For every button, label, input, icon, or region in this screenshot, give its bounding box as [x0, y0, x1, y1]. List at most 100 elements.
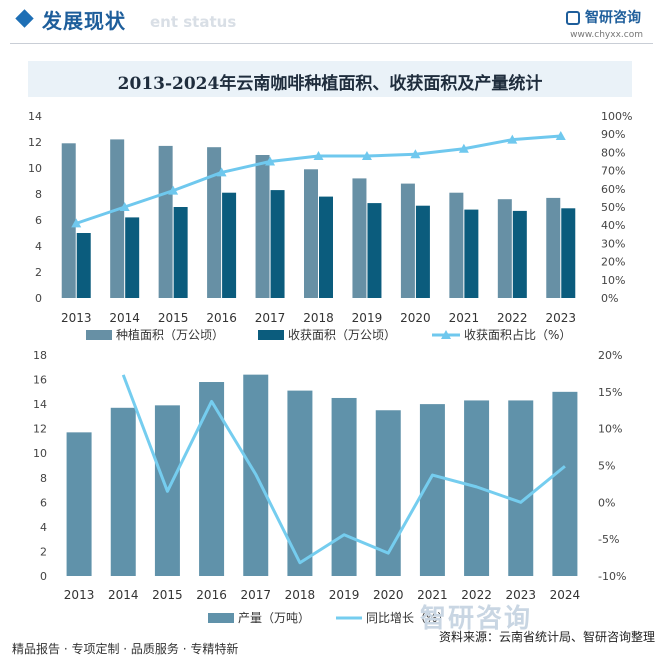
- y-right-tick: 50%: [601, 201, 625, 214]
- harvest-bar: [415, 205, 430, 298]
- planting-bar: [449, 192, 464, 298]
- harvest-bar: [173, 207, 188, 298]
- section-header: ent status 发展现状 智研咨询 www.chyxx.com: [0, 0, 663, 44]
- harvest-bar: [270, 190, 285, 298]
- planting-bar: [61, 143, 76, 298]
- brand-url: www.chyxx.com: [570, 30, 643, 40]
- ratio-marker: [361, 151, 372, 161]
- x-tick: 2015: [152, 588, 183, 602]
- ratio-marker: [458, 143, 469, 153]
- y-right-tick: 60%: [601, 183, 625, 196]
- y-left-tick: 14: [28, 110, 42, 123]
- x-tick: 2013: [61, 311, 92, 325]
- planting-bar: [158, 145, 173, 298]
- y-right-tick: 0%: [601, 292, 618, 305]
- production-bar: [66, 432, 92, 576]
- growth-line: [121, 374, 566, 565]
- ratio-marker: [265, 156, 276, 166]
- ratio-line: [75, 134, 561, 225]
- x-tick: 2017: [255, 311, 286, 325]
- y-right-tick: 90%: [601, 128, 625, 141]
- watermark-logo: 智研咨询: [420, 604, 533, 634]
- legend-swatch-production: [208, 613, 234, 623]
- production-chart: 0 2 4 6 8 10 12 14 16 18 -10% -5% 0% 5% 10% 15% 20% 2013 2…: [33, 349, 626, 625]
- y-left-tick: 8: [40, 472, 47, 485]
- x-tick: 2016: [196, 588, 227, 602]
- y-right-tick: 80%: [601, 146, 625, 159]
- brand-logo: 智研咨询: [566, 7, 641, 27]
- y-left-tick: 4: [35, 240, 42, 253]
- y-right-tick: -10%: [598, 570, 626, 583]
- planting-bar: [497, 199, 512, 298]
- x-tick: 2020: [400, 311, 431, 325]
- x-tick: 2020: [373, 588, 404, 602]
- harvest-bar: [561, 208, 576, 298]
- harvest-bar: [222, 192, 237, 298]
- area-chart: 0 2 4 6 8 10 12 14 0% 10% 20% 30% 40% 50% 60% 70% 80% 90%…: [28, 110, 632, 342]
- y-right-tick: 20%: [598, 349, 622, 362]
- planting-bar: [255, 155, 270, 298]
- header-divider: [10, 43, 653, 44]
- y-left-tick: 16: [33, 374, 47, 387]
- chart-title: 2013-2024年云南咖啡种植面积、收获面积及产量统计: [117, 74, 543, 94]
- y-left-tick: 2: [40, 545, 47, 558]
- ratio-marker: [168, 185, 179, 195]
- x-tick: 2018: [303, 311, 334, 325]
- y-left-tick: 6: [40, 496, 47, 509]
- x-tick: 2022: [461, 588, 492, 602]
- y-right-tick: 5%: [598, 460, 615, 473]
- y-right-tick: 40%: [601, 219, 625, 232]
- harvest-bar: [319, 196, 333, 298]
- chart-title-bar: 2013-2024年云南咖啡种植面积、收获面积及产量统计: [28, 61, 632, 97]
- x-tick: 2014: [108, 588, 139, 602]
- y-left-tick: 14: [33, 398, 47, 411]
- ratio-marker: [507, 134, 518, 144]
- ratio-marker: [216, 167, 227, 177]
- harvest-bar: [464, 209, 479, 298]
- brand-icon: [566, 11, 580, 25]
- source-note: 资料来源：云南省统计局、智研咨询整理: [438, 630, 655, 644]
- y-right-tick: 100%: [601, 110, 632, 123]
- x-tick: 2013: [64, 588, 95, 602]
- x-tick: 2019: [329, 588, 360, 602]
- y-left-tick: 18: [33, 349, 47, 362]
- y-right-tick: 10%: [601, 274, 625, 287]
- ratio-marker: [410, 149, 421, 159]
- planting-bar: [207, 147, 222, 298]
- x-tick: 2023: [545, 311, 576, 325]
- y-right-tick: 70%: [601, 165, 625, 178]
- y-right-tick: 10%: [598, 423, 622, 436]
- legend-label-production: 产量（万吨）: [238, 611, 310, 625]
- y-left-tick: 12: [33, 423, 47, 436]
- x-tick: 2022: [497, 311, 528, 325]
- y-right-tick: 0%: [598, 496, 615, 509]
- section-title: 发展现状: [42, 9, 126, 33]
- ratio-marker: [119, 202, 130, 211]
- planting-bar: [110, 139, 125, 298]
- harvest-bar: [125, 217, 140, 298]
- production-bar: [199, 382, 225, 576]
- x-tick: 2018: [285, 588, 316, 602]
- ratio-marker: [313, 151, 324, 161]
- y-left-tick: 4: [40, 521, 47, 534]
- y-left-tick: 10: [33, 447, 47, 460]
- y-left-tick: 2: [35, 266, 42, 279]
- y-left-tick: 8: [35, 188, 42, 201]
- legend-marker-ratio: [441, 330, 451, 339]
- section-subtitle: ent status: [150, 13, 237, 31]
- planting-bar: [546, 197, 561, 298]
- x-tick: 2021: [449, 311, 480, 325]
- footer: 精品报告 · 专项定制 · 品质服务 · 专精特新 资料来源：云南省统计局、智研…: [0, 626, 663, 664]
- y-right-tick: 30%: [601, 237, 625, 250]
- x-tick: 2014: [109, 311, 140, 325]
- x-tick: 2021: [417, 588, 448, 602]
- harvest-bar: [76, 233, 91, 298]
- footer-tagline: 精品报告 · 专项定制 · 品质服务 · 专精特新: [12, 642, 239, 656]
- x-tick: 2019: [352, 311, 383, 325]
- legend-swatch-planting: [86, 330, 112, 340]
- legend-label-growth: 同比增长（%）: [366, 611, 449, 625]
- legend-label-planting: 种植面积（万公顷）: [116, 327, 224, 342]
- planting-bar: [352, 178, 367, 298]
- ratio-marker: [71, 218, 82, 228]
- ratio-marker: [555, 131, 566, 141]
